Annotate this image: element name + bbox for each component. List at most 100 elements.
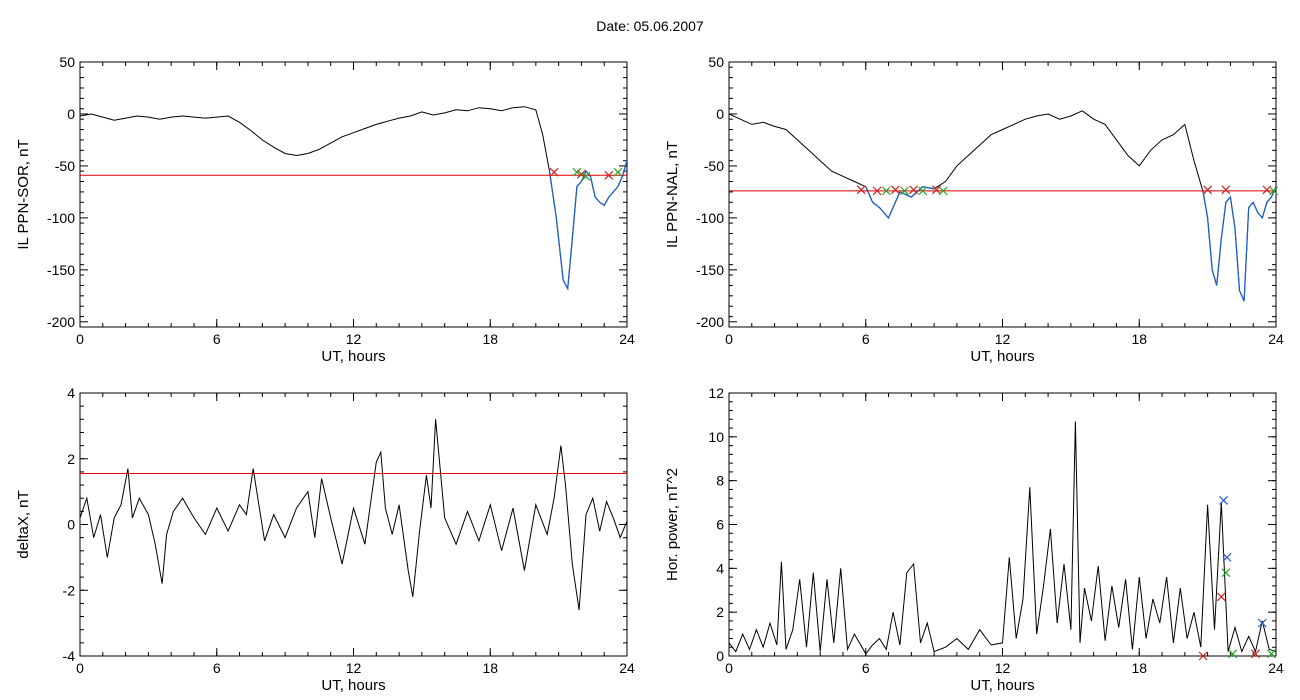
- x-marker-green: [918, 186, 928, 196]
- x-marker-blue: [1222, 552, 1232, 562]
- highlight-segment: [1202, 186, 1276, 302]
- x-marker-stroke: [872, 186, 882, 196]
- x-tick-label: 18: [482, 660, 498, 676]
- x-marker-stroke: [1221, 185, 1231, 195]
- x-marker-stroke: [890, 185, 900, 195]
- y-axis-label: IL PPN-NAL, nT: [664, 141, 681, 248]
- x-tick-label: 12: [995, 660, 1011, 676]
- x-marker-stroke: [1228, 649, 1238, 659]
- series-line-1: [729, 421, 1276, 655]
- x-axis-label: UT, hours: [970, 348, 1034, 365]
- x-marker-red: [1203, 185, 1213, 195]
- y-tick-label: -50: [55, 158, 75, 174]
- y-tick-label: -4: [63, 648, 76, 664]
- x-marker-stroke: [1269, 186, 1279, 196]
- x-marker-red: [604, 170, 614, 180]
- plot-frame: [728, 392, 1277, 657]
- x-tick-label: 24: [619, 660, 635, 676]
- x-marker-stroke: [900, 186, 909, 196]
- x-marker-red: [890, 185, 900, 195]
- x-marker-red: [549, 167, 559, 177]
- x-marker-stroke: [1222, 552, 1232, 562]
- x-marker-blue: [1219, 495, 1229, 505]
- y-tick-label: 0: [67, 106, 75, 122]
- x-marker-stroke: [576, 169, 586, 179]
- x-marker-red: [1221, 185, 1231, 195]
- y-tick-label: -150: [696, 262, 724, 278]
- y-tick-label: -150: [47, 262, 75, 278]
- x-tick-label: 12: [346, 331, 362, 347]
- x-marker-stroke: [1221, 568, 1231, 578]
- y-tick-label: -100: [696, 210, 724, 226]
- x-marker-green: [1228, 649, 1238, 659]
- y-tick-label: -200: [696, 314, 724, 330]
- y-tick-label: -200: [47, 314, 75, 330]
- plot-area: [729, 421, 1276, 655]
- x-axis-label: UT, hours: [321, 677, 385, 694]
- plot-area: [729, 110, 1276, 302]
- x-marker-stroke: [1203, 185, 1213, 195]
- plot-area: [80, 419, 627, 611]
- plot-frame: [79, 392, 628, 657]
- x-tick-label: 6: [862, 331, 870, 347]
- x-marker-stroke: [1251, 649, 1260, 659]
- x-tick-label: 0: [76, 331, 84, 347]
- x-marker-green: [581, 171, 591, 181]
- x-tick-label: 0: [725, 660, 733, 676]
- chart-panel-4: 0 6 12 18 24 12 10 8 6 4 2 0 UT, hours Hor. power, nT…: [664, 385, 1284, 694]
- y-tick-label: 2: [716, 604, 724, 620]
- y-tick-label: 10: [708, 429, 724, 445]
- y-tick-label: 50: [59, 54, 75, 70]
- y-tick-label: 4: [716, 560, 724, 576]
- x-tick-label: 24: [1268, 660, 1284, 676]
- x-axis-label: UT, hours: [970, 677, 1034, 694]
- x-marker-green: [938, 186, 948, 196]
- x-marker-stroke: [1267, 649, 1276, 659]
- x-tick-label: 18: [1131, 331, 1147, 347]
- x-marker-stroke: [881, 186, 891, 196]
- x-tick-label: 18: [482, 331, 498, 347]
- highlight-segment: [548, 160, 627, 291]
- x-marker-green: [1269, 186, 1279, 196]
- x-axis-label: UT, hours: [321, 348, 385, 365]
- y-tick-label: -100: [47, 210, 75, 226]
- y-tick-label: 8: [716, 473, 724, 489]
- x-tick-label: 6: [862, 660, 870, 676]
- x-marker-stroke: [581, 171, 591, 181]
- x-marker-red: [872, 186, 882, 196]
- chart-panel-1: 0 6 12 18 24 50 0 -50 -100 -150 -200 UT, hours IL PP…: [15, 54, 635, 365]
- x-marker-stroke: [604, 170, 614, 180]
- x-marker-stroke: [1216, 592, 1226, 602]
- x-marker-stroke: [1219, 495, 1229, 505]
- x-marker-stroke: [613, 167, 623, 177]
- x-marker-green: [1267, 649, 1276, 659]
- x-marker-green: [572, 167, 582, 177]
- plot-frame: [79, 61, 628, 328]
- x-marker-stroke: [549, 167, 559, 177]
- page-title: Date: 05.06.2007: [596, 18, 704, 34]
- y-tick-label: 4: [67, 385, 75, 401]
- x-marker-red: [1198, 651, 1208, 661]
- x-marker-stroke: [1257, 618, 1267, 628]
- x-tick-label: 12: [995, 331, 1011, 347]
- x-tick-label: 24: [1268, 331, 1284, 347]
- x-marker-red: [1251, 649, 1260, 659]
- x-tick-label: 6: [213, 331, 221, 347]
- y-axis-label: deltaX, nT: [15, 490, 32, 558]
- chart-panel-3: 0 6 12 18 24 4 2 0 -2 -4 UT, hours deltaX, nT: [15, 385, 635, 694]
- y-tick-label: 50: [708, 54, 724, 70]
- x-marker-red: [576, 169, 586, 179]
- x-marker-green: [613, 167, 623, 177]
- x-marker-stroke: [572, 167, 582, 177]
- x-tick-label: 12: [346, 660, 362, 676]
- y-tick-label: 0: [716, 648, 724, 664]
- x-marker-stroke: [938, 186, 948, 196]
- x-marker-red: [909, 185, 919, 195]
- x-marker-stroke: [909, 185, 919, 195]
- y-tick-label: 6: [716, 517, 724, 533]
- y-tick-label: 0: [67, 517, 75, 533]
- y-tick-label: -2: [63, 582, 76, 598]
- series-line-1: [80, 419, 627, 611]
- x-marker-green: [881, 186, 891, 196]
